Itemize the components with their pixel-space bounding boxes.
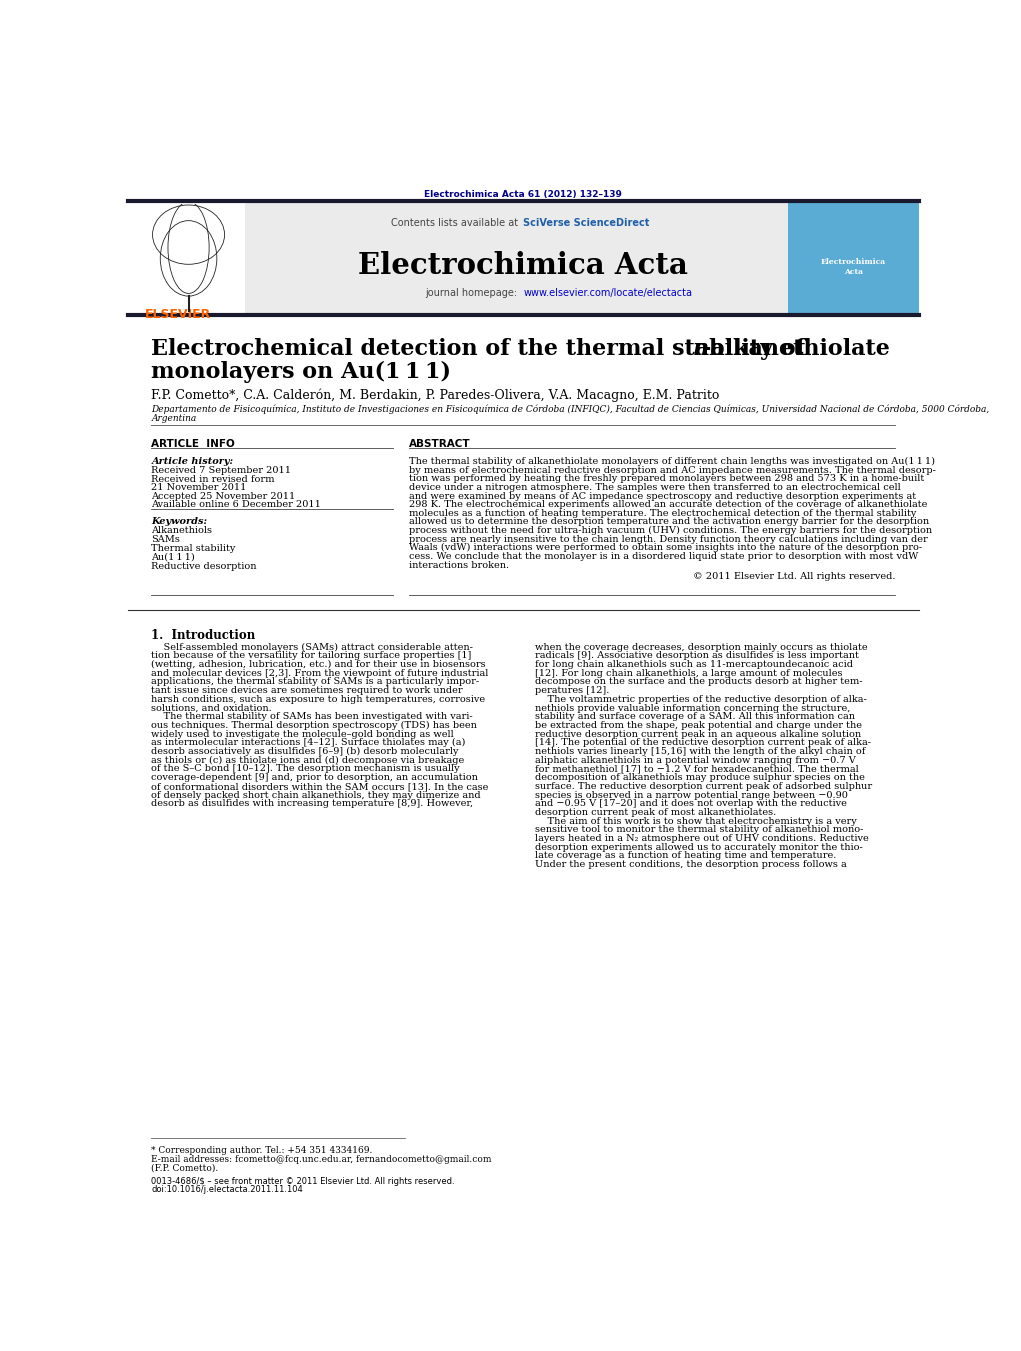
Text: desorb as disulfides with increasing temperature [8,9]. However,: desorb as disulfides with increasing tem… bbox=[151, 800, 474, 808]
Text: Electrochimica Acta: Electrochimica Acta bbox=[358, 251, 688, 280]
Text: 1.  Introduction: 1. Introduction bbox=[151, 628, 255, 642]
Text: Available online 6 December 2011: Available online 6 December 2011 bbox=[151, 500, 322, 509]
Text: -alkanethiolate: -alkanethiolate bbox=[702, 338, 891, 359]
Text: layers heated in a N₂ atmosphere out of UHV conditions. Reductive: layers heated in a N₂ atmosphere out of … bbox=[535, 834, 869, 843]
Text: cess. We conclude that the monolayer is in a disordered liquid state prior to de: cess. We conclude that the monolayer is … bbox=[408, 553, 918, 561]
Text: coverage-dependent [9] and, prior to desorption, an accumulation: coverage-dependent [9] and, prior to des… bbox=[151, 773, 478, 782]
Text: solutions, and oxidation.: solutions, and oxidation. bbox=[151, 704, 273, 712]
Text: ARTICLE  INFO: ARTICLE INFO bbox=[151, 439, 235, 450]
Text: n: n bbox=[692, 338, 709, 359]
Text: device under a nitrogen atmosphere. The samples were then transferred to an elec: device under a nitrogen atmosphere. The … bbox=[408, 482, 901, 492]
Text: The aim of this work is to show that electrochemistry is a very: The aim of this work is to show that ele… bbox=[535, 816, 857, 825]
Text: monolayers on Au(1 1 1): monolayers on Au(1 1 1) bbox=[151, 361, 451, 382]
Text: surface. The reductive desorption current peak of adsorbed sulphur: surface. The reductive desorption curren… bbox=[535, 782, 872, 790]
Text: and molecular devices [2,3]. From the viewpoint of future industrial: and molecular devices [2,3]. From the vi… bbox=[151, 669, 489, 678]
Text: and −0.95 V [17–20] and it does not overlap with the reductive: and −0.95 V [17–20] and it does not over… bbox=[535, 800, 847, 808]
Text: Keywords:: Keywords: bbox=[151, 517, 207, 526]
Text: F.P. Cometto*, C.A. Calderón, M. Berdakin, P. Paredes-Olivera, V.A. Macagno, E.M: F.P. Cometto*, C.A. Calderón, M. Berdaki… bbox=[151, 389, 720, 403]
Text: tion because of the versatility for tailoring surface properties [1]: tion because of the versatility for tail… bbox=[151, 651, 472, 661]
Text: Contents lists available at: Contents lists available at bbox=[391, 218, 521, 227]
Text: Electrochemical detection of the thermal stability of: Electrochemical detection of the thermal… bbox=[151, 338, 814, 359]
Text: allowed us to determine the desorption temperature and the activation energy bar: allowed us to determine the desorption t… bbox=[408, 517, 929, 527]
Text: and were examined by means of AC impedance spectroscopy and reductive desorption: and were examined by means of AC impedan… bbox=[408, 492, 916, 500]
Text: Alkanethiols: Alkanethiols bbox=[151, 527, 212, 535]
Text: Thermal stability: Thermal stability bbox=[151, 544, 236, 553]
Text: The thermal stability of alkanethiolate monolayers of different chain lengths wa: The thermal stability of alkanethiolate … bbox=[408, 457, 934, 466]
Text: (F.P. Cometto).: (F.P. Cometto). bbox=[151, 1163, 218, 1173]
Text: nethiols varies linearly [15,16] with the length of the alkyl chain of: nethiols varies linearly [15,16] with th… bbox=[535, 747, 866, 757]
Text: applications, the thermal stability of SAMs is a particularly impor-: applications, the thermal stability of S… bbox=[151, 677, 480, 686]
Text: ous techniques. Thermal desorption spectroscopy (TDS) has been: ous techniques. Thermal desorption spect… bbox=[151, 721, 477, 730]
Text: 0013-4686/$ – see front matter © 2011 Elsevier Ltd. All rights reserved.: 0013-4686/$ – see front matter © 2011 El… bbox=[151, 1177, 455, 1186]
Text: Waals (vdW) interactions were performed to obtain some insights into the nature : Waals (vdW) interactions were performed … bbox=[408, 543, 922, 553]
Text: Reductive desorption: Reductive desorption bbox=[151, 562, 257, 570]
Text: decompose on the surface and the products desorb at higher tem-: decompose on the surface and the product… bbox=[535, 677, 863, 686]
Text: Argentina: Argentina bbox=[151, 413, 197, 423]
Text: E-mail addresses: fcometto@fcq.unc.edu.ar, fernandocometto@gmail.com: E-mail addresses: fcometto@fcq.unc.edu.a… bbox=[151, 1155, 492, 1163]
Text: molecules as a function of heating temperature. The electrochemical detection of: molecules as a function of heating tempe… bbox=[408, 509, 916, 517]
Text: radicals [9]. Associative desorption as disulfides is less important: radicals [9]. Associative desorption as … bbox=[535, 651, 859, 661]
Text: species is observed in a narrow potential range between −0.90: species is observed in a narrow potentia… bbox=[535, 790, 848, 800]
Text: SAMs: SAMs bbox=[151, 535, 181, 544]
Text: ELSEVIER: ELSEVIER bbox=[145, 308, 211, 322]
Text: tant issue since devices are sometimes required to work under: tant issue since devices are sometimes r… bbox=[151, 686, 463, 696]
Text: sensitive tool to monitor the thermal stability of alkanethiol mono-: sensitive tool to monitor the thermal st… bbox=[535, 825, 864, 835]
Text: Self-assembled monolayers (SAMs) attract considerable atten-: Self-assembled monolayers (SAMs) attract… bbox=[151, 643, 474, 651]
Text: harsh conditions, such as exposure to high temperatures, corrosive: harsh conditions, such as exposure to hi… bbox=[151, 694, 486, 704]
Text: Electrochimica: Electrochimica bbox=[821, 258, 886, 266]
Text: Article history:: Article history: bbox=[151, 457, 234, 466]
Text: as intermolecular interactions [4–12]. Surface thiolates may (a): as intermolecular interactions [4–12]. S… bbox=[151, 738, 466, 747]
Text: process are nearly insensitive to the chain length. Density function theory calc: process are nearly insensitive to the ch… bbox=[408, 535, 927, 543]
Text: Departamento de Fisicoquímica, Instituto de Investigaciones en Fisicoquímica de : Departamento de Fisicoquímica, Instituto… bbox=[151, 405, 989, 415]
Text: reductive desorption current peak in an aqueous alkaline solution: reductive desorption current peak in an … bbox=[535, 730, 862, 739]
Text: [14]. The potential of the reductive desorption current peak of alka-: [14]. The potential of the reductive des… bbox=[535, 738, 871, 747]
Text: The voltammetric properties of the reductive desorption of alka-: The voltammetric properties of the reduc… bbox=[535, 694, 867, 704]
Text: Accepted 25 November 2011: Accepted 25 November 2011 bbox=[151, 492, 296, 501]
Text: The thermal stability of SAMs has been investigated with vari-: The thermal stability of SAMs has been i… bbox=[151, 712, 473, 721]
Text: stability and surface coverage of a SAM. All this information can: stability and surface coverage of a SAM.… bbox=[535, 712, 856, 721]
Text: as thiols or (c) as thiolate ions and (d) decompose via breakage: as thiols or (c) as thiolate ions and (d… bbox=[151, 755, 465, 765]
Text: decomposition of alkanethiols may produce sulphur species on the: decomposition of alkanethiols may produc… bbox=[535, 773, 865, 782]
Text: peratures [12].: peratures [12]. bbox=[535, 686, 610, 696]
Text: * Corresponding author. Tel.: +54 351 4334169.: * Corresponding author. Tel.: +54 351 43… bbox=[151, 1146, 373, 1155]
Text: desorb associatively as disulfides [6–9] (b) desorb molecularly: desorb associatively as disulfides [6–9]… bbox=[151, 747, 458, 757]
Text: process without the need for ultra-high vacuum (UHV) conditions. The energy barr: process without the need for ultra-high … bbox=[408, 526, 931, 535]
Text: late coverage as a function of heating time and temperature.: late coverage as a function of heating t… bbox=[535, 851, 836, 861]
Text: Electrochimica Acta 61 (2012) 132–139: Electrochimica Acta 61 (2012) 132–139 bbox=[425, 190, 622, 199]
Text: by means of electrochemical reductive desorption and AC impedance measurements. : by means of electrochemical reductive de… bbox=[408, 466, 935, 474]
Text: [12]. For long chain alkanethiols, a large amount of molecules: [12]. For long chain alkanethiols, a lar… bbox=[535, 669, 842, 678]
Text: for long chain alkanethiols such as 11-mercaptoundecanoic acid: for long chain alkanethiols such as 11-m… bbox=[535, 661, 854, 669]
Bar bbox=[787, 200, 919, 315]
Text: Received in revised form: Received in revised form bbox=[151, 474, 275, 484]
Text: ABSTRACT: ABSTRACT bbox=[408, 439, 470, 450]
Text: desorption current peak of most alkanethiolates.: desorption current peak of most alkaneth… bbox=[535, 808, 776, 817]
Text: www.elsevier.com/locate/electacta: www.elsevier.com/locate/electacta bbox=[523, 288, 692, 297]
Text: Received 7 September 2011: Received 7 September 2011 bbox=[151, 466, 291, 476]
Text: when the coverage decreases, desorption mainly occurs as thiolate: when the coverage decreases, desorption … bbox=[535, 643, 868, 651]
Text: aliphatic alkanethiols in a potential window ranging from −0.7 V: aliphatic alkanethiols in a potential wi… bbox=[535, 755, 856, 765]
Text: 21 November 2011: 21 November 2011 bbox=[151, 484, 247, 492]
Text: SciVerse ScienceDirect: SciVerse ScienceDirect bbox=[523, 218, 649, 227]
Text: tion was performed by heating the freshly prepared monolayers between 298 and 57: tion was performed by heating the freshl… bbox=[408, 474, 924, 484]
Text: nethiols provide valuable information concerning the structure,: nethiols provide valuable information co… bbox=[535, 704, 850, 712]
Text: Acta: Acta bbox=[843, 269, 863, 277]
Text: desorption experiments allowed us to accurately monitor the thio-: desorption experiments allowed us to acc… bbox=[535, 843, 863, 851]
Text: for methanethiol [17] to −1.2 V for hexadecanethiol. The thermal: for methanethiol [17] to −1.2 V for hexa… bbox=[535, 765, 859, 773]
Text: 298 K. The electrochemical experiments allowed an accurate detection of the cove: 298 K. The electrochemical experiments a… bbox=[408, 500, 927, 509]
Text: of densely packed short chain alkanethiols, they may dimerize and: of densely packed short chain alkanethio… bbox=[151, 790, 481, 800]
Text: interactions broken.: interactions broken. bbox=[408, 561, 508, 570]
Text: Under the present conditions, the desorption process follows a: Under the present conditions, the desorp… bbox=[535, 861, 846, 869]
Text: journal homepage:: journal homepage: bbox=[426, 288, 521, 297]
Text: of the S–C bond [10–12]. The desorption mechanism is usually: of the S–C bond [10–12]. The desorption … bbox=[151, 765, 460, 773]
Text: widely used to investigate the molecule–gold bonding as well: widely used to investigate the molecule–… bbox=[151, 730, 454, 739]
Text: of conformational disorders within the SAM occurs [13]. In the case: of conformational disorders within the S… bbox=[151, 782, 489, 790]
Text: Au(1 1 1): Au(1 1 1) bbox=[151, 553, 195, 562]
Text: (wetting, adhesion, lubrication, etc.) and for their use in biosensors: (wetting, adhesion, lubrication, etc.) a… bbox=[151, 661, 486, 669]
Text: be extracted from the shape, peak potential and charge under the: be extracted from the shape, peak potent… bbox=[535, 721, 862, 730]
Text: doi:10.1016/j.electacta.2011.11.104: doi:10.1016/j.electacta.2011.11.104 bbox=[151, 1185, 303, 1194]
Bar bbox=[245, 200, 787, 315]
Text: © 2011 Elsevier Ltd. All rights reserved.: © 2011 Elsevier Ltd. All rights reserved… bbox=[692, 573, 895, 581]
